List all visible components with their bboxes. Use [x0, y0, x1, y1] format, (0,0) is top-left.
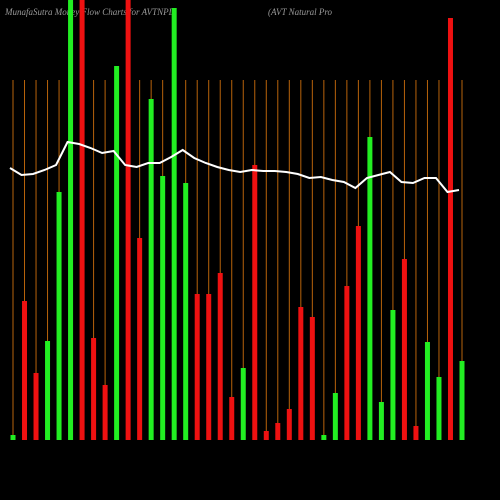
bar: [447, 18, 453, 440]
bar: [367, 137, 373, 440]
bar: [183, 183, 189, 440]
bar: [378, 402, 384, 440]
bar: [45, 341, 51, 440]
bar: [459, 361, 465, 440]
bar: [137, 238, 143, 440]
bar: [252, 165, 258, 440]
bar: [56, 192, 62, 440]
bar: [436, 377, 442, 440]
chart-subtitle: (AVT Natural Pro: [268, 7, 333, 17]
money-flow-line: [9, 140, 460, 194]
bar: [309, 317, 315, 440]
bar: [171, 8, 177, 440]
bar: [263, 431, 269, 440]
bar: [298, 307, 304, 440]
bar: [194, 294, 200, 440]
bar: [390, 310, 396, 440]
chart-title: MunafaSutra Money Flow Charts for AVTNPL: [4, 7, 174, 17]
bar: [68, 0, 74, 440]
bar: [33, 373, 39, 440]
bar: [217, 273, 223, 440]
bar: [114, 66, 120, 440]
bar: [125, 0, 131, 440]
bar: [321, 435, 327, 440]
bar: [401, 259, 407, 440]
bar: [206, 294, 212, 440]
bar: [10, 435, 16, 440]
bar: [286, 409, 292, 440]
bar: [148, 99, 154, 440]
bar: [22, 301, 28, 440]
bar: [344, 286, 350, 440]
bar: [275, 423, 281, 440]
bar: [229, 397, 235, 440]
bar: [332, 393, 338, 440]
bar: [79, 0, 85, 440]
bar: [160, 176, 166, 440]
bar: [413, 426, 419, 440]
bar: [355, 226, 361, 440]
bar: [91, 338, 97, 440]
bar: [424, 342, 430, 440]
bar: [102, 385, 108, 440]
bar: [240, 368, 246, 440]
